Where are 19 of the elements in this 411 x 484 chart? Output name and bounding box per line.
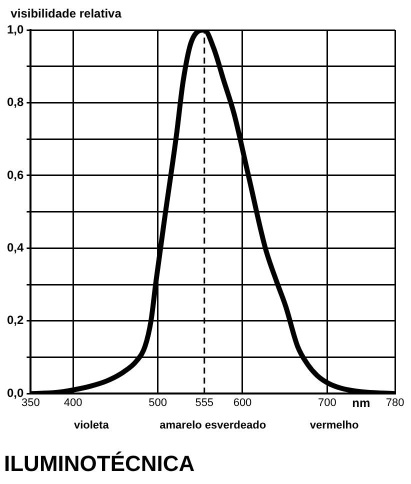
y-tick-label: 0,2 xyxy=(6,313,24,328)
x-tick-label: 400 xyxy=(64,397,82,410)
x-tick-label: 700 xyxy=(318,397,336,410)
x-tick-label: 350 xyxy=(22,397,40,410)
x-tick-label: 555 xyxy=(195,397,214,410)
y-tick-label: 0,4 xyxy=(6,240,24,254)
text: amarelo esverdeado xyxy=(160,420,266,432)
y-tick-label: 1,0 xyxy=(6,22,24,36)
x-tick-label: 500 xyxy=(148,397,167,410)
text: vermelho xyxy=(310,420,360,432)
x-tick-label: 780 xyxy=(386,397,404,410)
text: violeta xyxy=(74,420,110,432)
y-tick-label: 0,8 xyxy=(6,95,24,110)
x-tick-label: 600 xyxy=(233,397,252,410)
y-axis-title: visibilidade relativa xyxy=(10,6,122,20)
x-axis-title: nm xyxy=(352,396,370,410)
y-tick-label: 0,0 xyxy=(6,386,24,400)
text: ILUMINOTÉCNICA xyxy=(4,450,195,476)
y-tick-label: 0,6 xyxy=(6,168,24,182)
